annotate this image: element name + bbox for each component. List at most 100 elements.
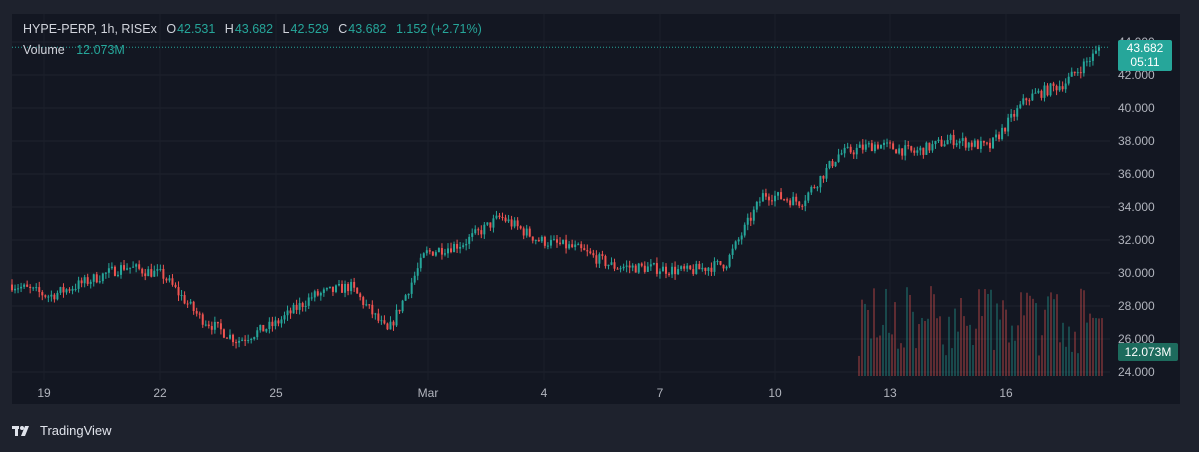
candle — [958, 140, 961, 144]
candle — [552, 239, 555, 241]
candle — [795, 196, 798, 202]
volume-bar — [1008, 342, 1010, 376]
symbol-label[interactable]: HYPE-PERP, 1h, RISEx — [23, 22, 157, 36]
tradingview-brand[interactable]: TradingView — [12, 423, 112, 438]
volume-label[interactable]: Volume — [23, 43, 65, 57]
candle — [11, 284, 13, 291]
candle — [846, 146, 849, 148]
volume-bar — [1017, 325, 1019, 376]
candle — [798, 201, 801, 206]
volume-bar — [1080, 288, 1082, 376]
candle — [1031, 93, 1034, 101]
candle — [113, 266, 116, 276]
candle — [38, 287, 41, 293]
candle — [619, 268, 622, 270]
candle — [907, 145, 910, 147]
candle — [643, 265, 646, 272]
volume-bar — [1083, 290, 1085, 376]
volume-bar — [867, 309, 869, 376]
candle — [979, 140, 982, 149]
candle — [743, 224, 746, 236]
candle — [165, 278, 168, 281]
candle — [886, 142, 889, 144]
candle — [807, 192, 810, 201]
candle — [483, 224, 486, 235]
candle — [177, 287, 180, 296]
volume-bar — [858, 355, 860, 376]
candle — [419, 257, 422, 269]
candle — [1085, 61, 1088, 63]
open-label: O — [166, 22, 177, 36]
candle — [44, 295, 47, 297]
candle — [440, 248, 443, 255]
candle — [734, 241, 737, 249]
candle — [89, 281, 92, 284]
candle — [23, 284, 26, 287]
candle — [195, 311, 198, 314]
candle — [53, 294, 56, 300]
candle — [313, 291, 316, 298]
candle — [259, 324, 262, 331]
candle — [1022, 98, 1025, 105]
candle — [292, 304, 295, 314]
candle — [574, 244, 577, 248]
low-value: 42.529 — [290, 22, 329, 36]
candle — [604, 256, 607, 267]
candle — [468, 236, 471, 244]
candle — [625, 265, 628, 267]
volume-bar — [894, 302, 896, 376]
volume-bar — [870, 338, 872, 376]
candle — [528, 228, 531, 237]
candle — [646, 266, 649, 272]
volume-bar — [888, 332, 890, 376]
y-tick-label: 28.000 — [1118, 299, 1155, 313]
candle — [1004, 127, 1007, 132]
candle — [607, 264, 610, 267]
candle — [286, 310, 289, 316]
candle — [141, 268, 144, 274]
plot-area — [12, 14, 1110, 380]
candle — [1079, 72, 1082, 74]
candle — [522, 228, 525, 236]
volume-bar — [903, 347, 905, 376]
candle — [413, 275, 416, 283]
candle — [985, 142, 988, 144]
volume-bar — [861, 299, 863, 376]
tradingview-logo-icon — [12, 425, 29, 436]
candle — [186, 303, 189, 305]
volume-bar — [1002, 300, 1004, 376]
candle — [180, 295, 183, 297]
candle — [395, 309, 398, 326]
candle — [537, 239, 540, 242]
candle — [83, 277, 86, 284]
candle — [813, 186, 816, 188]
candle — [622, 266, 625, 269]
candle — [59, 287, 62, 293]
candle — [583, 248, 586, 251]
volume-bar — [963, 316, 965, 376]
candle — [159, 268, 162, 270]
candle — [129, 267, 132, 269]
candle — [174, 284, 177, 288]
price-axis-area — [1110, 14, 1180, 380]
candle — [17, 288, 20, 290]
candle — [344, 283, 347, 293]
candle — [365, 304, 368, 306]
volume-bar — [990, 289, 992, 376]
candle — [628, 265, 631, 268]
x-tick-label: 16 — [999, 386, 1013, 400]
candle — [1073, 71, 1076, 74]
candle — [922, 147, 925, 155]
candle — [674, 266, 677, 275]
candle — [1007, 117, 1010, 132]
candle — [147, 269, 150, 277]
candle — [1070, 71, 1073, 77]
candle — [740, 235, 743, 240]
candle — [322, 289, 325, 293]
candle — [1010, 113, 1013, 118]
candle — [934, 141, 937, 145]
bar-countdown: 05:11 — [1130, 55, 1160, 69]
candle — [982, 140, 985, 143]
